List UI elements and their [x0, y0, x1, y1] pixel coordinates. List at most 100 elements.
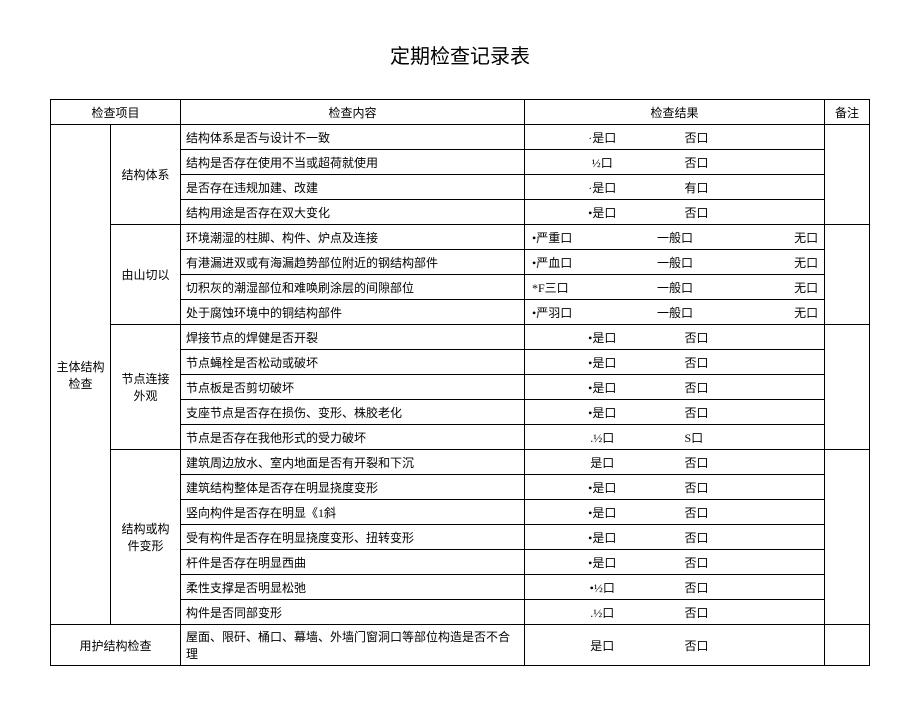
result-cell: •严血口一般口无口 [525, 250, 825, 275]
content-cell: 切积灰的潮湿部位和难唤刷涂层的间隙部位 [181, 275, 525, 300]
content-cell: 支座节点是否存在损伤、变形、株胶老化 [181, 400, 525, 425]
opt: 否口 [675, 579, 830, 596]
table-row: 结构或构件变形 建筑周边放水、室内地面是否有开裂和下沉 是口否口 [51, 450, 870, 475]
result-cell: •½口否口 [525, 575, 825, 600]
content-cell: 节点板是否剪切破坏 [181, 375, 525, 400]
result-cell: •是口否口 [525, 500, 825, 525]
header-item: 检查项目 [51, 100, 181, 125]
opt: •严重口 [530, 229, 627, 246]
content-cell: 结构用途是否存在双大变化 [181, 200, 525, 225]
content-cell: 建筑结构整体是否存在明显挠度变形 [181, 475, 525, 500]
note-cell [825, 325, 870, 450]
cat-main: 主体结构检查 [51, 125, 111, 625]
table-row: 主体结构检查 结构体系 结构体系是否与设计不一致 ·是口否口 [51, 125, 870, 150]
header-note: 备注 [825, 100, 870, 125]
content-cell: 焊接节点的焊健是否开裂 [181, 325, 525, 350]
sub-joint: 节点连接外观 [111, 325, 181, 450]
result-cell: •是口否口 [525, 325, 825, 350]
result-cell: 是口否口 [525, 450, 825, 475]
opt: •是口 [530, 204, 675, 221]
opt: .½口 [530, 604, 675, 621]
opt: •是口 [530, 379, 675, 396]
result-cell: •是口否口 [525, 200, 825, 225]
sub-deform: 结构或构件变形 [111, 450, 181, 625]
opt: 无口 [723, 254, 828, 271]
result-cell: •是口否口 [525, 400, 825, 425]
result-cell: •严重口一般口无口 [525, 225, 825, 250]
opt: 否口 [675, 529, 830, 546]
content-cell: 建筑周边放水、室内地面是否有开裂和下沉 [181, 450, 525, 475]
opt: 否口 [675, 204, 830, 221]
opt: .½口 [530, 429, 675, 446]
table-row: 用护结构检查 屋面、限矸、桶口、幕墙、外墙门窗洞口等部位构造是否不合理 是口否口 [51, 625, 870, 666]
opt: •是口 [530, 479, 675, 496]
result-cell: ·是口否口 [525, 125, 825, 150]
result-cell: .½口否口 [525, 600, 825, 625]
content-cell: 节点是否存在我他形式的受力破坏 [181, 425, 525, 450]
opt: 否口 [675, 479, 830, 496]
content-cell: 受有构件是否存在明显挠度变形、扭转变形 [181, 525, 525, 550]
opt: 否口 [675, 604, 830, 621]
result-cell: .½口S口 [525, 425, 825, 450]
opt: 无口 [723, 229, 828, 246]
page-title: 定期检查记录表 [50, 40, 870, 69]
result-cell: •是口否口 [525, 550, 825, 575]
table-row: 节点连接外观 焊接节点的焊健是否开裂 •是口否口 [51, 325, 870, 350]
content-cell: 结构是否存在使用不当或超荷就使用 [181, 150, 525, 175]
opt: •是口 [530, 504, 675, 521]
table-row: 由山切以 环境潮湿的柱脚、构件、炉点及连接 •严重口一般口无口 [51, 225, 870, 250]
content-cell: 杆件是否存在明显西曲 [181, 550, 525, 575]
opt: ·是口 [530, 179, 675, 196]
opt: 否口 [675, 554, 830, 571]
opt: 否口 [675, 354, 830, 371]
opt: 一般口 [627, 279, 722, 296]
note-cell [825, 625, 870, 666]
opt: 无口 [723, 304, 828, 321]
content-cell: 柔性支撑是否明显松弛 [181, 575, 525, 600]
result-cell: •是口否口 [525, 525, 825, 550]
opt: 否口 [675, 404, 830, 421]
sub-system: 结构体系 [111, 125, 181, 225]
content-cell: 是否存在违规加建、改建 [181, 175, 525, 200]
result-cell: •是口否口 [525, 375, 825, 400]
opt: 否口 [675, 129, 830, 146]
result-cell: ·是口有口 [525, 175, 825, 200]
result-cell: •严羽口一般口无口 [525, 300, 825, 325]
inspection-table: 检查项目 检查内容 检查结果 备注 主体结构检查 结构体系 结构体系是否与设计不… [50, 99, 870, 666]
note-cell [825, 125, 870, 225]
opt: •½口 [530, 579, 675, 596]
result-cell: 是口否口 [525, 625, 825, 666]
content-cell: 屋面、限矸、桶口、幕墙、外墙门窗洞口等部位构造是否不合理 [181, 625, 525, 666]
opt: 一般口 [627, 304, 722, 321]
result-cell: •是口否口 [525, 350, 825, 375]
opt: 否口 [675, 329, 830, 346]
opt: •严羽口 [530, 304, 627, 321]
opt: •是口 [530, 354, 675, 371]
opt: S口 [675, 429, 830, 446]
content-cell: 处于腐蚀环境中的铜结构部件 [181, 300, 525, 325]
opt: ·是口 [530, 129, 675, 146]
opt: 有口 [675, 179, 830, 196]
content-cell: 结构体系是否与设计不一致 [181, 125, 525, 150]
result-cell: •是口否口 [525, 475, 825, 500]
content-cell: 竖向构件是否存在明显《1斜 [181, 500, 525, 525]
opt: 是口 [530, 454, 675, 471]
content-cell: 节点蝇栓是否松动或破坏 [181, 350, 525, 375]
note-cell [825, 225, 870, 325]
result-cell: *F三口一般口无口 [525, 275, 825, 300]
opt: •是口 [530, 404, 675, 421]
result-cell: ½口否口 [525, 150, 825, 175]
opt: •是口 [530, 529, 675, 546]
content-cell: 有港漏进双或有海漏趋势部位附近的钢结构部件 [181, 250, 525, 275]
opt: 否口 [675, 154, 830, 171]
opt: 否口 [675, 454, 830, 471]
opt: ½口 [530, 154, 675, 171]
opt: 一般口 [627, 254, 722, 271]
opt: •严血口 [530, 254, 627, 271]
opt: 否口 [675, 379, 830, 396]
cat-enclosure: 用护结构检查 [51, 625, 181, 666]
header-result: 检查结果 [525, 100, 825, 125]
content-cell: 构件是否同部变形 [181, 600, 525, 625]
note-cell [825, 450, 870, 625]
opt: •是口 [530, 554, 675, 571]
